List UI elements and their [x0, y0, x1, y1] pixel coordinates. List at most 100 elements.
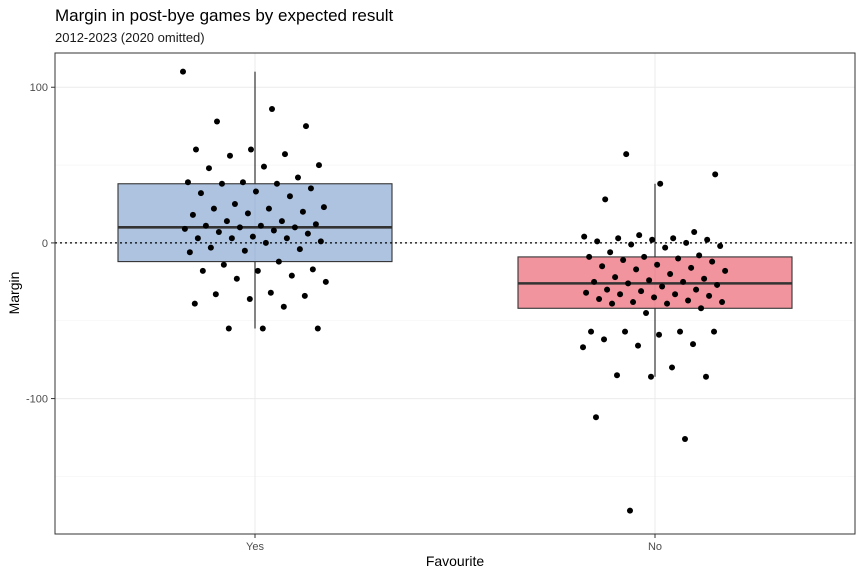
data-point: [681, 436, 688, 443]
data-point: [670, 235, 677, 242]
data-point: [265, 205, 272, 212]
data-point: [223, 218, 230, 225]
data-point: [664, 300, 671, 307]
data-point: [704, 236, 711, 243]
data-point: [194, 235, 201, 242]
data-point: [315, 162, 322, 169]
data-point: [212, 291, 219, 298]
data-point: [213, 118, 220, 125]
chart-title: Margin in post-bye games by expected res…: [55, 6, 394, 25]
data-point: [268, 106, 275, 113]
data-point: [320, 204, 327, 211]
data-point: [607, 249, 614, 256]
data-point: [592, 414, 599, 421]
data-point: [241, 247, 248, 254]
data-point: [599, 263, 606, 270]
data-point: [617, 291, 624, 298]
data-point: [693, 286, 700, 293]
data-point: [623, 151, 630, 158]
box-yes: [117, 183, 393, 263]
data-point: [191, 300, 198, 307]
data-point: [591, 278, 598, 285]
data-point: [586, 253, 593, 260]
y-tick-label: 0: [42, 238, 48, 250]
data-point: [701, 275, 708, 282]
data-point: [281, 151, 288, 158]
data-point: [246, 295, 253, 302]
data-point: [667, 271, 674, 278]
x-tick-label: Yes: [246, 541, 264, 553]
data-point: [680, 278, 687, 285]
data-point: [181, 225, 188, 232]
data-points: [180, 68, 729, 514]
data-point: [722, 267, 729, 274]
data-point: [294, 174, 301, 181]
data-point: [299, 208, 306, 215]
data-point: [249, 233, 256, 240]
data-point: [696, 252, 703, 259]
data-point: [712, 171, 719, 178]
data-point: [688, 264, 695, 271]
data-point: [218, 180, 225, 187]
data-point: [588, 328, 595, 335]
data-point: [615, 235, 622, 242]
data-point: [691, 229, 698, 236]
data-point: [612, 274, 619, 281]
data-point: [614, 372, 621, 379]
data-point: [244, 210, 251, 217]
data-point: [628, 241, 635, 248]
x-tick-label: No: [648, 541, 662, 553]
data-point: [304, 230, 311, 237]
data-point: [596, 295, 603, 302]
y-tick-label: 100: [30, 82, 48, 94]
data-point: [207, 244, 214, 251]
data-point: [210, 205, 217, 212]
data-point: [672, 291, 679, 298]
data-point: [647, 373, 654, 380]
data-point: [601, 336, 608, 343]
data-point: [659, 283, 666, 290]
data-point: [685, 297, 692, 304]
data-point: [602, 196, 609, 203]
data-point: [669, 364, 676, 371]
data-point: [275, 258, 282, 265]
data-point: [646, 277, 653, 284]
data-point: [202, 222, 209, 229]
data-point: [280, 303, 287, 310]
y-axis-title: Margin: [6, 272, 22, 315]
data-point: [197, 190, 204, 197]
plot-border: [54, 52, 856, 535]
data-point: [633, 266, 640, 273]
data-point: [711, 328, 718, 335]
data-point: [301, 292, 308, 299]
data-point: [273, 180, 280, 187]
data-point: [662, 244, 669, 251]
data-point: [703, 373, 710, 380]
data-point: [199, 267, 206, 274]
data-point: [302, 123, 309, 130]
data-point: [581, 233, 588, 240]
data-point: [677, 328, 684, 335]
data-point: [630, 299, 637, 306]
data-point: [698, 305, 705, 312]
data-point: [690, 341, 697, 348]
data-point: [312, 221, 319, 228]
data-point: [220, 261, 227, 268]
data-point: [636, 232, 643, 239]
data-point: [233, 275, 240, 282]
data-point: [236, 224, 243, 231]
data-point: [291, 224, 298, 231]
data-point: [286, 193, 293, 200]
data-point: [635, 342, 642, 349]
data-point: [654, 261, 661, 268]
data-point: [215, 229, 222, 236]
data-point: [205, 165, 212, 172]
data-point: [288, 272, 295, 279]
data-point: [717, 243, 724, 250]
data-point: [643, 309, 650, 316]
data-point: [641, 253, 648, 260]
data-point: [609, 300, 616, 307]
data-point: [317, 238, 324, 245]
data-point: [257, 222, 264, 229]
